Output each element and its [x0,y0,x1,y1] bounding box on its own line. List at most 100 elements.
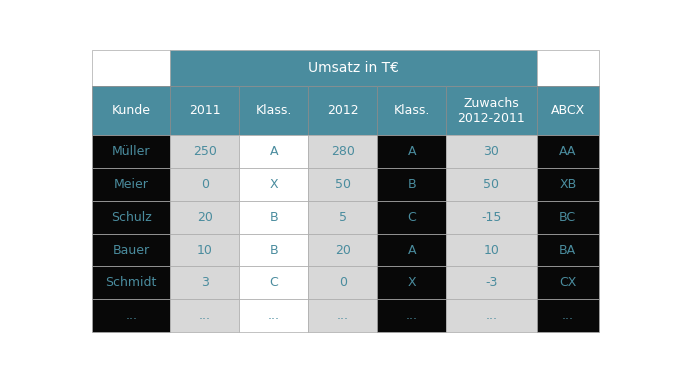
Text: -3: -3 [485,276,497,289]
Bar [239,299,308,332]
Text: 30: 30 [483,145,499,158]
Bar [239,201,308,234]
Text: ABCX: ABCX [551,104,585,117]
Text: ...: ... [406,309,418,322]
Text: 0: 0 [201,178,209,191]
Text: Bauer: Bauer [113,243,150,257]
Bar [377,299,446,332]
Text: 250: 250 [193,145,216,158]
Bar [239,168,308,201]
Text: 2012: 2012 [327,104,359,117]
Text: B: B [270,243,278,257]
Bar [377,266,446,299]
Text: Schulz: Schulz [111,211,152,224]
Text: 20: 20 [335,243,350,257]
Bar [308,135,377,168]
Bar [537,234,599,266]
Text: A: A [408,145,416,158]
Text: 5: 5 [339,211,346,224]
Bar [171,168,239,201]
Bar [308,201,377,234]
Text: 10: 10 [197,243,213,257]
Text: C: C [407,211,416,224]
Bar [171,299,239,332]
Text: ...: ... [561,309,574,322]
Text: 50: 50 [335,178,350,191]
Bar [239,135,308,168]
Bar [446,86,537,135]
Bar [92,299,171,332]
Bar [446,135,537,168]
Bar [537,299,599,332]
Bar [308,234,377,266]
Bar [92,266,171,299]
Bar [446,201,537,234]
Bar [377,234,446,266]
Text: AA: AA [559,145,576,158]
Bar [537,201,599,234]
Text: 50: 50 [483,178,499,191]
Bar [377,86,446,135]
Text: Klass.: Klass. [255,104,292,117]
Bar [446,168,537,201]
Text: ...: ... [125,309,137,322]
Text: 0: 0 [339,276,346,289]
Text: Zuwachs
2012-2011: Zuwachs 2012-2011 [458,96,525,125]
Bar [239,234,308,266]
Bar [377,135,446,168]
Text: Umsatz in T€: Umsatz in T€ [308,61,399,75]
Text: 2011: 2011 [189,104,220,117]
Text: ...: ... [485,309,497,322]
Bar [446,266,537,299]
Bar [308,168,377,201]
Bar [92,50,171,86]
Bar [308,266,377,299]
Bar [171,135,239,168]
Bar [537,168,599,201]
Bar [171,234,239,266]
Text: Müller: Müller [112,145,150,158]
Text: ...: ... [337,309,348,322]
Bar [171,86,239,135]
Bar [377,201,446,234]
Text: ...: ... [199,309,211,322]
Text: A: A [270,145,278,158]
Text: BA: BA [559,243,576,257]
Text: XB: XB [559,178,576,191]
Bar [446,234,537,266]
Bar [446,299,537,332]
Bar [92,86,171,135]
Bar [239,266,308,299]
Text: Kunde: Kunde [112,104,151,117]
Text: A: A [408,243,416,257]
Text: Meier: Meier [114,178,148,191]
Bar [92,201,171,234]
Text: X: X [270,178,278,191]
Text: X: X [407,276,416,289]
Bar [377,168,446,201]
Bar [308,86,377,135]
Bar [537,135,599,168]
Text: 10: 10 [483,243,499,257]
Bar [308,299,377,332]
Text: BC: BC [559,211,576,224]
Text: CX: CX [559,276,576,289]
Bar [92,135,171,168]
Text: C: C [270,276,278,289]
Text: -15: -15 [481,211,501,224]
Text: B: B [270,211,278,224]
Bar [92,168,171,201]
Bar [537,50,599,86]
Text: 280: 280 [331,145,355,158]
Bar [537,266,599,299]
Bar [92,234,171,266]
Text: B: B [407,178,416,191]
Text: 20: 20 [197,211,213,224]
Bar [171,201,239,234]
Bar [239,86,308,135]
Text: ...: ... [268,309,280,322]
Bar [537,86,599,135]
Text: Schmidt: Schmidt [105,276,157,289]
Bar [171,266,239,299]
Text: 3: 3 [201,276,209,289]
